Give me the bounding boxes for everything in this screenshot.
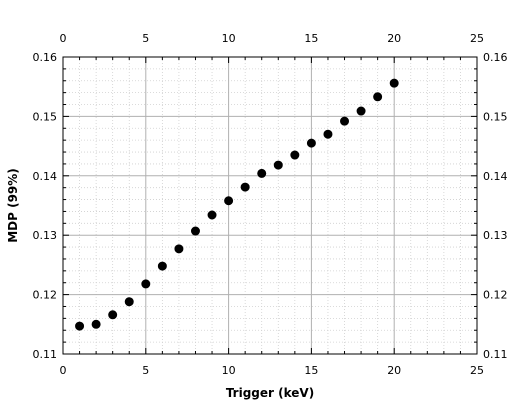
data-point bbox=[273, 160, 283, 170]
data-point bbox=[373, 92, 383, 102]
data-point bbox=[207, 210, 217, 220]
data-point bbox=[124, 297, 134, 307]
data-point bbox=[389, 78, 399, 88]
data-point bbox=[224, 196, 234, 206]
y-tick-label-right: 0.13 bbox=[483, 229, 508, 242]
x-tick-label-top: 5 bbox=[142, 32, 149, 45]
x-axis-title: Trigger (keV) bbox=[226, 386, 314, 400]
x-tick-label-bottom: 25 bbox=[470, 364, 484, 377]
y-tick-label-right: 0.16 bbox=[483, 51, 508, 64]
x-tick-label-top: 15 bbox=[304, 32, 318, 45]
data-point bbox=[190, 226, 200, 236]
tick-labels: 0 0 5 5 10 10 15 15 20 20 25 25 0.11 0.11 0.12 0.12 0.13… bbox=[33, 32, 508, 377]
x-tick-label-bottom: 15 bbox=[304, 364, 318, 377]
y-tick-label-right: 0.14 bbox=[483, 170, 508, 183]
data-point bbox=[141, 279, 151, 289]
data-point bbox=[91, 319, 101, 329]
y-tick-label-right: 0.12 bbox=[483, 289, 508, 302]
data-points bbox=[75, 78, 399, 331]
data-point bbox=[340, 116, 350, 126]
y-tick-label-left: 0.14 bbox=[33, 170, 58, 183]
data-point bbox=[257, 168, 267, 178]
y-tick-label-left: 0.11 bbox=[33, 348, 58, 361]
major-grid bbox=[63, 57, 477, 354]
data-point bbox=[323, 129, 333, 139]
data-point bbox=[306, 138, 316, 148]
y-axis-title: MDP (99%) bbox=[6, 168, 20, 243]
y-tick-label-right: 0.11 bbox=[483, 348, 508, 361]
plot-frame bbox=[62, 56, 478, 355]
data-point bbox=[290, 150, 300, 160]
x-tick-label-top: 20 bbox=[387, 32, 401, 45]
x-tick-label-bottom: 20 bbox=[387, 364, 401, 377]
x-tick-label-top: 25 bbox=[470, 32, 484, 45]
data-point bbox=[174, 244, 184, 254]
minor-grid bbox=[63, 57, 477, 354]
data-point bbox=[75, 321, 85, 331]
x-tick-label-bottom: 10 bbox=[222, 364, 236, 377]
data-point bbox=[108, 310, 118, 320]
y-tick-label-left: 0.16 bbox=[33, 51, 58, 64]
x-tick-label-top: 10 bbox=[222, 32, 236, 45]
x-tick-label-bottom: 5 bbox=[142, 364, 149, 377]
y-tick-label-right: 0.15 bbox=[483, 110, 508, 123]
y-tick-label-left: 0.12 bbox=[33, 289, 58, 302]
y-tick-label-left: 0.13 bbox=[33, 229, 58, 242]
y-tick-label-left: 0.15 bbox=[33, 110, 58, 123]
data-point bbox=[240, 182, 250, 192]
data-point bbox=[157, 261, 167, 271]
x-tick-label-bottom: 0 bbox=[60, 364, 67, 377]
data-point bbox=[356, 106, 366, 116]
x-tick-label-top: 0 bbox=[60, 32, 67, 45]
